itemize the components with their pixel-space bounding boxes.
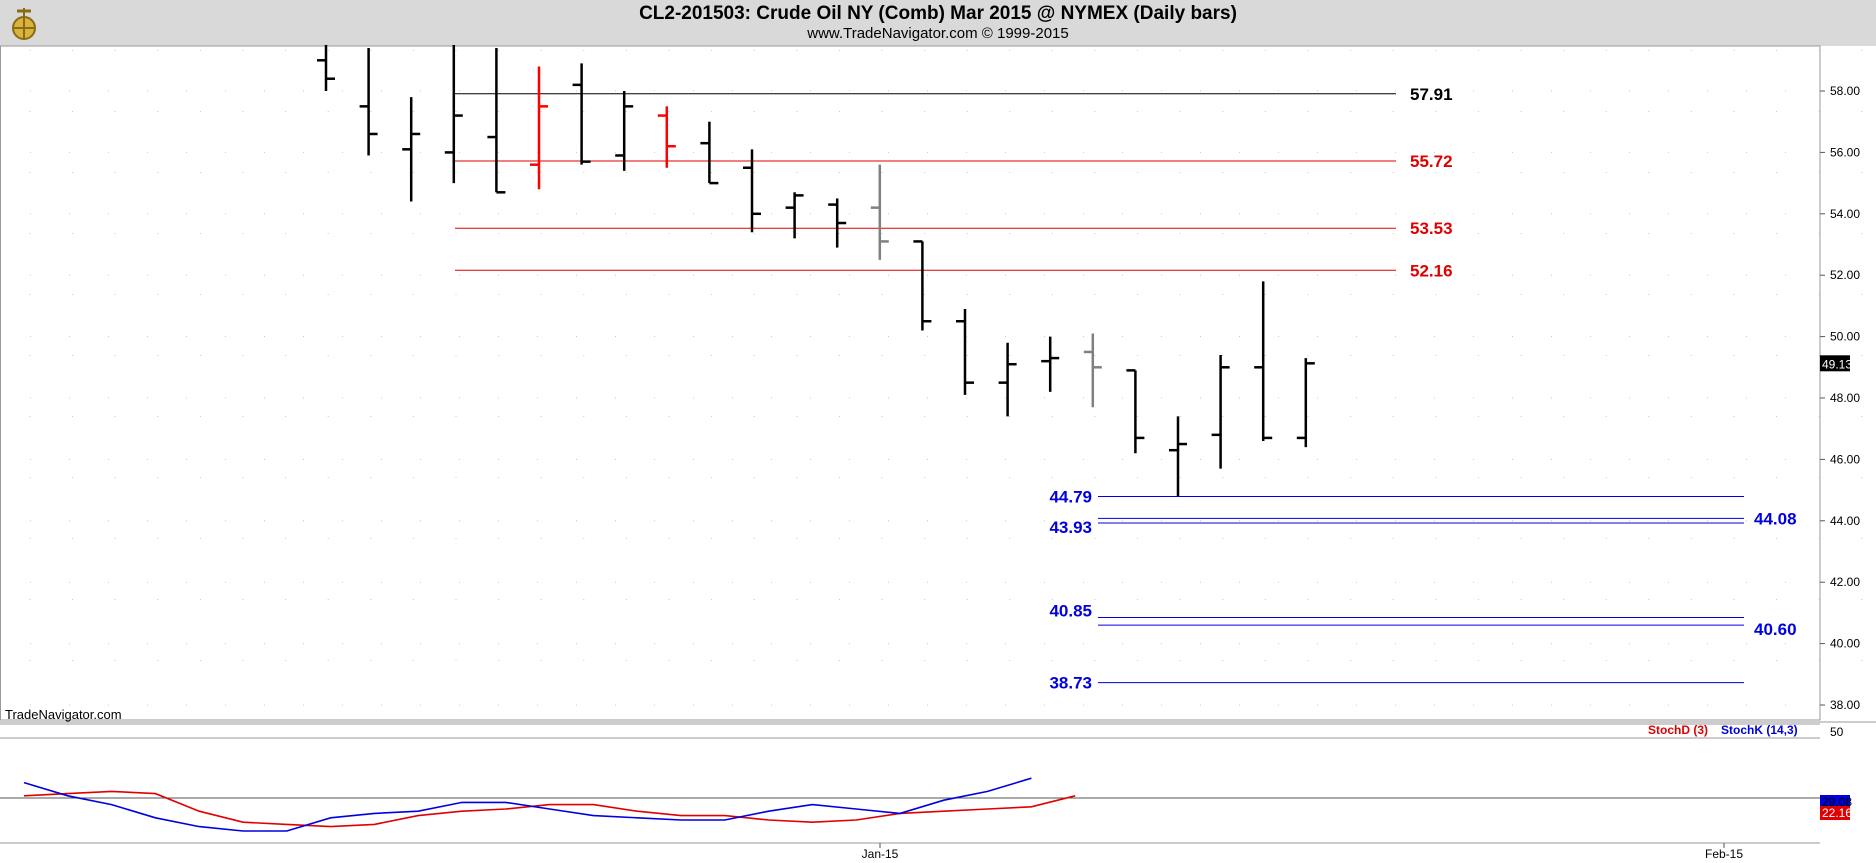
y-tick-label: 38.00 [1830,698,1860,712]
level-label: 52.16 [1410,261,1453,280]
y-tick-label: 48.00 [1830,391,1860,405]
legend-stoch-d: StochD (3) [1648,723,1708,737]
stoch-k-value-label: 29.08 [1822,795,1852,809]
y-tick-label: 42.00 [1830,575,1860,589]
grid-vertical [29,50,1863,715]
x-tick-label: Jan-15 [862,847,899,861]
last-price-label: 49.13 [1822,357,1852,371]
ohlc-bar [956,308,974,395]
ohlc-bar [1296,358,1315,448]
level-label: 38.73 [1049,674,1092,693]
stoch-y-tick-label: 50 [1830,725,1844,739]
ohlc-bar [1083,333,1102,408]
ohlc-bar [828,198,847,248]
chart-subtitle: www.TradeNavigator.com © 1999-2015 [807,25,1069,42]
trade-navigator-logo-icon [12,8,36,40]
stoch-k-value-box [1820,795,1850,809]
y-tick-label: 54.00 [1830,207,1860,221]
ohlc-bar [657,106,676,168]
legend-stoch-k: StochK (14,3) [1721,723,1798,737]
ohlc-bar [444,44,463,184]
level-label: 40.60 [1754,620,1797,639]
x-tick-label: Feb-15 [1705,847,1743,861]
stoch-d-value-label: 22.16 [1822,806,1852,820]
last-price-box [1820,355,1850,372]
ohlc-bar [700,121,719,185]
y-tick-label: 58.00 [1830,84,1860,98]
y-tick-label: 50.00 [1830,330,1860,344]
ohlc-bar [359,48,378,156]
ohlc-bar [487,48,506,194]
ohlc-bar [913,240,932,331]
ohlc-bar [1254,281,1273,441]
level-label: 40.85 [1049,602,1092,621]
y-tick-label: 46.00 [1830,452,1860,466]
y-tick-label: 52.00 [1830,268,1860,282]
ohlc-bar [615,91,634,171]
level-label: 55.72 [1410,152,1453,171]
level-label: 44.08 [1754,509,1797,528]
stoch-d-value-box [1820,806,1850,820]
stoch-series-line [23,777,1032,832]
y-tick-label: 44.00 [1830,514,1860,528]
ohlc-bar [530,66,548,190]
ohlc-bar [572,63,591,165]
level-label: 53.53 [1410,219,1453,238]
ohlc-bar [998,342,1017,417]
ohlc-bar [870,164,889,260]
ohlc-bar [1041,336,1060,392]
grid [30,90,1820,706]
ohlc-bar [1126,369,1145,454]
ohlc-bar [785,192,804,239]
level-label: 44.79 [1049,488,1092,507]
y-tick-label: 40.00 [1830,637,1860,651]
ohlc-bar [402,97,421,202]
ohlc-bar [743,149,761,233]
ohlc-bar [317,44,335,91]
ohlc-bar [1169,416,1187,497]
y-tick-label: 56.00 [1830,145,1860,159]
plot-frame [0,45,1821,721]
chart-title: CL2-201503: Crude Oil NY (Comb) Mar 2015… [639,3,1237,24]
level-label: 43.93 [1049,518,1092,537]
level-label: 57.91 [1410,85,1453,104]
watermark: TradeNavigator.com [5,707,122,722]
ohlc-bar [1211,355,1230,469]
chart-header [0,0,1876,46]
